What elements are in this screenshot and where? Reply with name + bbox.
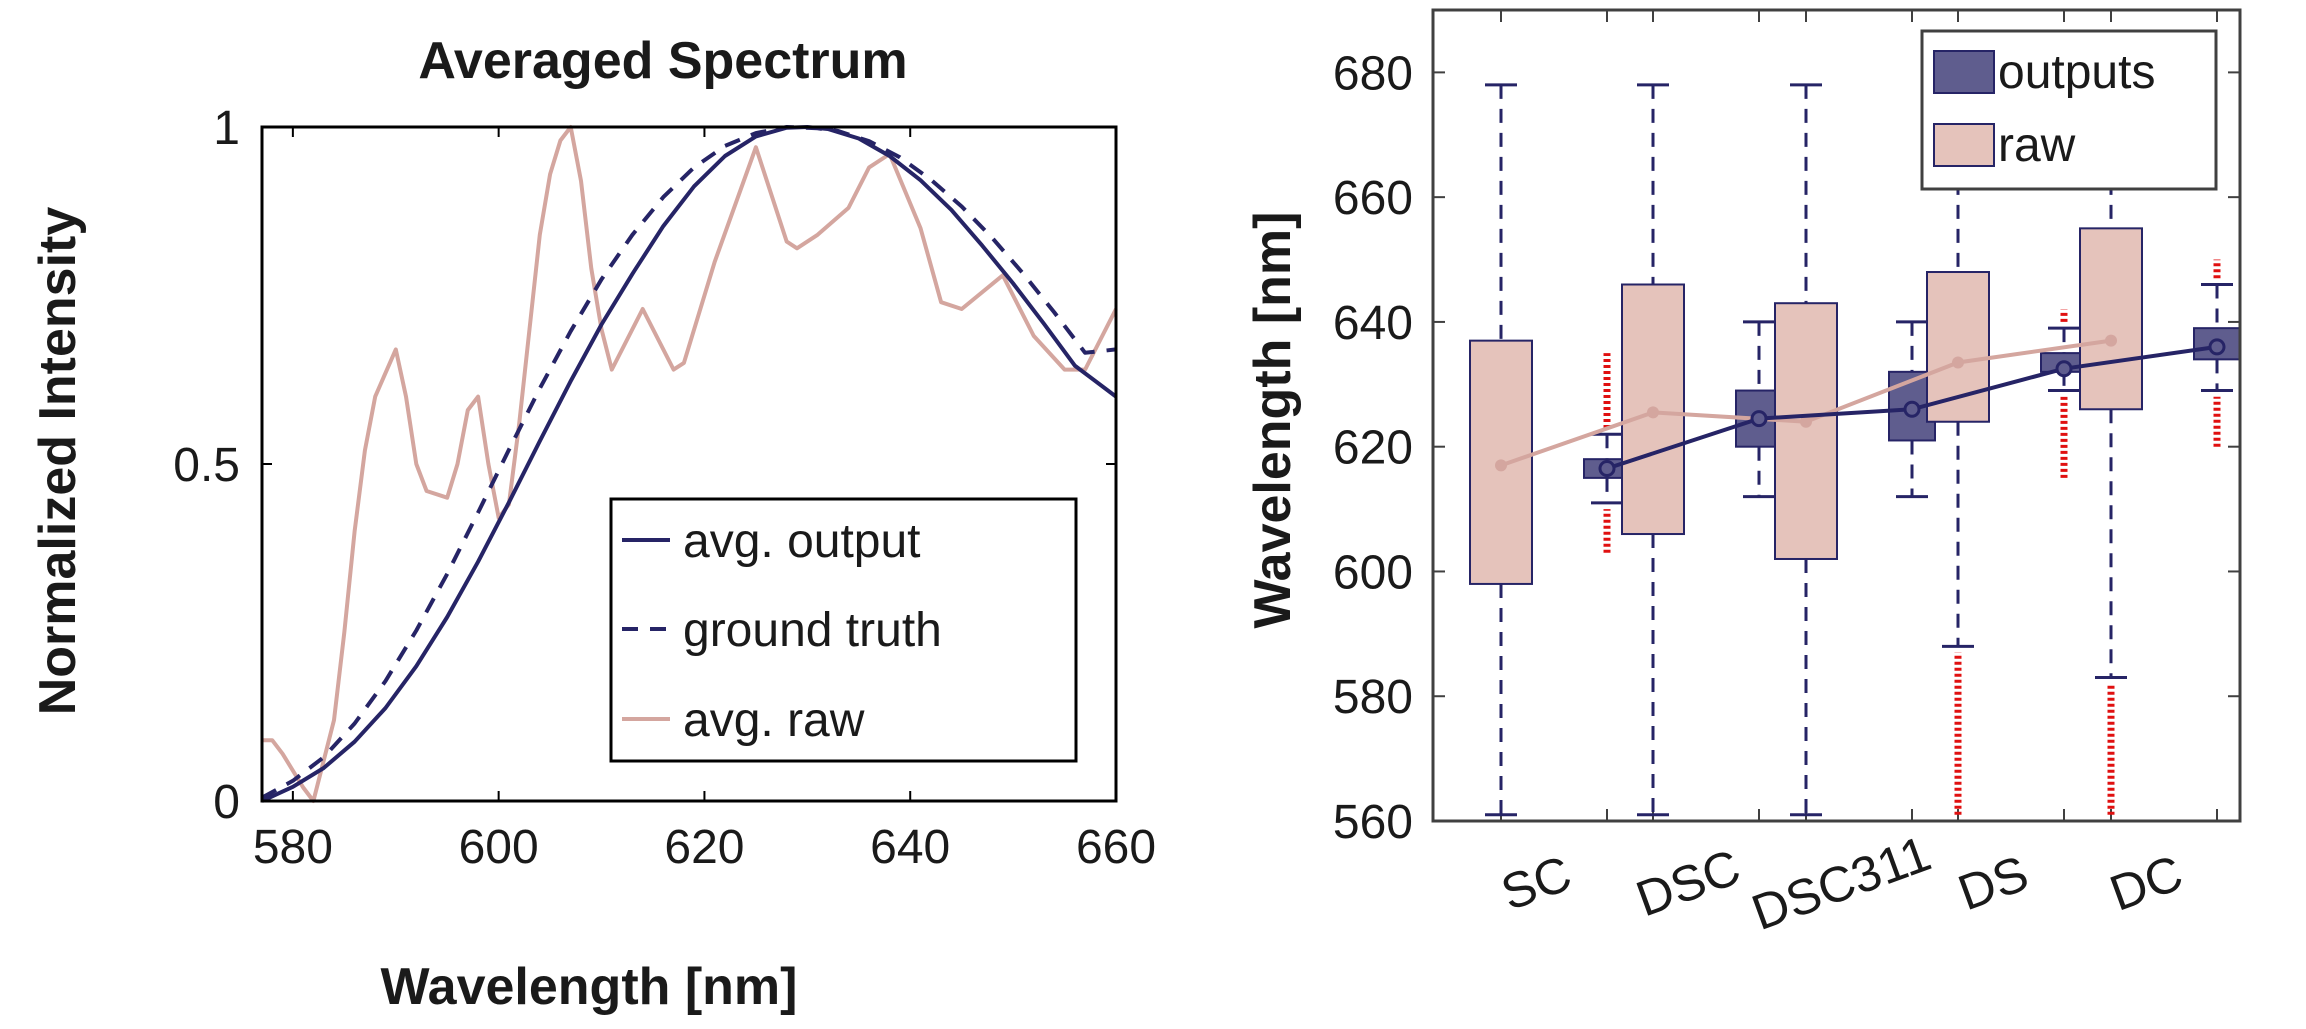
raw-median-point (1800, 415, 1812, 428)
avg-raw-line (262, 125, 1118, 803)
output-median-point (2208, 338, 2226, 356)
avg-output-line (261, 125, 1118, 803)
boxplot-legend: outputs raw (1920, 29, 2218, 191)
x-category-label: DSC (1629, 839, 1747, 928)
raw-box (1926, 271, 1990, 423)
output-median-point (1598, 460, 1616, 478)
y-tick-label: 600 (1333, 546, 1413, 599)
raw-median-point (1952, 356, 1964, 369)
x-tick-label: 640 (870, 821, 950, 874)
spectrum-x-axis-label: Wavelength [nm] (381, 958, 798, 1016)
y-tick-label: 0.5 (173, 439, 240, 492)
spectrum-legend: avg. output ground truth avg. raw (609, 497, 1078, 763)
raw-box (1621, 283, 1685, 536)
ground-truth-line (261, 125, 1117, 800)
legend-label-avg-output: avg. output (683, 515, 921, 568)
y-tick-label: 680 (1333, 47, 1413, 100)
legend-swatch-raw (1933, 123, 1995, 167)
x-category-label: SC (1494, 845, 1578, 921)
raw-box (1774, 302, 1838, 560)
boxplot-y-axis-label: Wavelength [nm] (1244, 212, 1302, 629)
spectrum-chart: Averaged Spectrum Normalized Intensity W… (29, 32, 1156, 1016)
x-tick-label: 660 (1076, 821, 1156, 874)
x-category-label: DS (1951, 845, 2035, 921)
raw-median-point (1495, 459, 1507, 472)
spectrum-ticks: 580 600 620 640 660 0 0.5 1 (173, 102, 1156, 874)
spectrum-title: Averaged Spectrum (418, 32, 907, 90)
boxplot-chart: Wavelength [nm] 560 580 600 620 640 660 680 SC D… (1244, 8, 2242, 941)
boxplot-plot-frame (1431, 8, 2242, 823)
y-tick-label: 1 (213, 102, 240, 155)
spectrum-y-axis-label: Normalized Intensity (29, 207, 87, 716)
y-tick-label: 620 (1333, 422, 1413, 475)
legend-label-outputs: outputs (1998, 46, 2155, 99)
y-tick-label: 640 (1333, 297, 1413, 350)
x-tick-label: 620 (664, 821, 744, 874)
output-median-point (1903, 400, 1921, 418)
boxplot-series (1469, 83, 2241, 817)
y-tick-label: 560 (1333, 796, 1413, 849)
y-tick-label: 0 (213, 776, 240, 829)
x-tick-label: 600 (459, 821, 539, 874)
spectrum-legend-box (609, 497, 1078, 763)
raw-median-point (2105, 334, 2117, 347)
legend-label-ground-truth: ground truth (683, 604, 942, 657)
spectrum-plot-frame (260, 125, 1118, 803)
output-median-point (1750, 410, 1768, 428)
spectrum-series (261, 125, 1118, 803)
legend-label-avg-raw: avg. raw (683, 694, 865, 747)
x-category-label: DC (2103, 844, 2190, 921)
raw-median-point (1647, 406, 1659, 419)
raw-box (2079, 227, 2143, 411)
y-tick-label: 660 (1333, 172, 1413, 225)
legend-label-raw: raw (1998, 119, 2076, 172)
legend-swatch-outputs (1933, 50, 1995, 94)
x-category-label: DSC311 (1745, 825, 1938, 941)
output-median-point (2055, 360, 2073, 378)
y-tick-label: 580 (1333, 671, 1413, 724)
x-tick-label: 580 (253, 821, 333, 874)
